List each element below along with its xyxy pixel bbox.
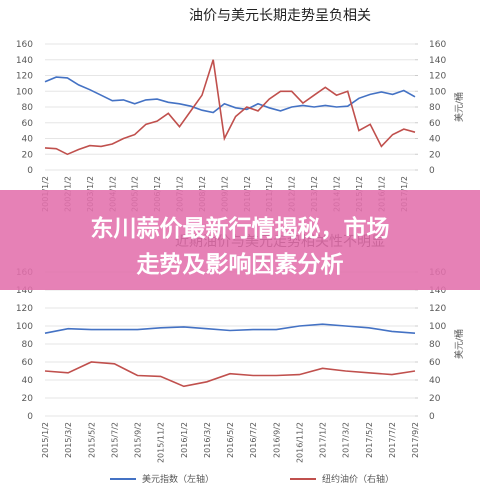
y2-tick-label: 120 <box>429 304 446 314</box>
y2-tick-label: 40 <box>429 376 441 386</box>
overlay-banner: 东川蒜价最新行情揭秘，市场 走势及影响因素分析 <box>0 190 480 290</box>
series-line <box>44 323 416 334</box>
x-tick-label: 2016/3/2 <box>203 422 212 458</box>
y-tick-label: 60 <box>22 358 34 368</box>
x-tick-label: 2017/7/2 <box>388 422 397 458</box>
x-tick-label: 2015/11/2 <box>157 422 166 463</box>
y-tick-label: 120 <box>16 304 33 314</box>
x-tick-label: 2016/9/2 <box>272 422 281 458</box>
x-tick-label: 2015/7/2 <box>110 422 119 458</box>
y2-tick-label: 140 <box>429 56 446 66</box>
y2-tick-label: 80 <box>429 340 441 350</box>
y2-tick-label: 60 <box>429 119 441 129</box>
legend-label: 纽约油价（右轴） <box>322 473 394 485</box>
y-tick-label: 100 <box>16 322 33 332</box>
y2-tick-label: 0 <box>429 412 435 422</box>
x-tick-label: 2015/9/2 <box>134 422 143 458</box>
x-tick-label: 2017/1/2 <box>319 422 328 458</box>
banner-band <box>0 190 480 290</box>
x-tick-label: 2015/5/2 <box>87 422 96 458</box>
x-tick-label: 2015/1/2 <box>41 422 50 458</box>
y2-tick-label: 140 <box>429 286 446 296</box>
banner-line: 东川蒜价最新行情揭秘，市场 <box>91 215 390 242</box>
y-tick-label: 20 <box>22 150 34 160</box>
series-line <box>44 361 416 388</box>
y2-tick-label: 60 <box>429 358 441 368</box>
series-line <box>44 76 416 114</box>
x-tick-label: 2015/3/2 <box>64 422 73 458</box>
y2-tick-label: 20 <box>429 394 441 404</box>
y-tick-label: 40 <box>22 376 34 386</box>
y2-tick-label: 100 <box>429 322 446 332</box>
x-tick-label: 2017/9/2 <box>411 422 420 458</box>
y2-tick-label: 120 <box>429 72 446 82</box>
legend-label: 美元指数（左轴） <box>142 473 214 485</box>
x-tick-label: 2016/5/2 <box>226 422 235 458</box>
y2-axis-label: 美元/桶 <box>453 329 465 359</box>
x-tick-label: 2016/7/2 <box>249 422 258 458</box>
y-tick-label: 20 <box>22 394 34 404</box>
x-tick-label: 2017/5/2 <box>365 422 374 458</box>
y2-axis-label: 美元/桶 <box>453 92 465 122</box>
y2-tick-label: 80 <box>429 103 441 113</box>
y-tick-label: 140 <box>16 286 33 296</box>
y2-tick-label: 160 <box>429 40 446 50</box>
y-tick-label: 120 <box>16 72 33 82</box>
y-tick-label: 100 <box>16 87 33 97</box>
y-tick-label: 0 <box>27 166 33 176</box>
chart-title: 油价与美元长期走势呈负相关 <box>189 8 371 24</box>
y2-tick-label: 0 <box>429 166 435 176</box>
y-tick-label: 80 <box>22 103 34 113</box>
y-tick-label: 160 <box>16 40 33 50</box>
series-line <box>44 59 416 156</box>
x-tick-label: 2016/11/2 <box>295 422 304 463</box>
y2-tick-label: 20 <box>429 150 441 160</box>
y-tick-label: 80 <box>22 340 34 350</box>
y-tick-label: 140 <box>16 56 33 66</box>
y-tick-label: 40 <box>22 135 34 145</box>
y-tick-label: 60 <box>22 119 34 129</box>
y2-tick-label: 100 <box>429 87 446 97</box>
x-tick-label: 2016/1/2 <box>180 422 189 458</box>
x-tick-label: 2017/3/2 <box>342 422 351 458</box>
y2-tick-label: 40 <box>429 135 441 145</box>
banner-line: 走势及影响因素分析 <box>137 251 344 278</box>
y-tick-label: 0 <box>27 412 33 422</box>
